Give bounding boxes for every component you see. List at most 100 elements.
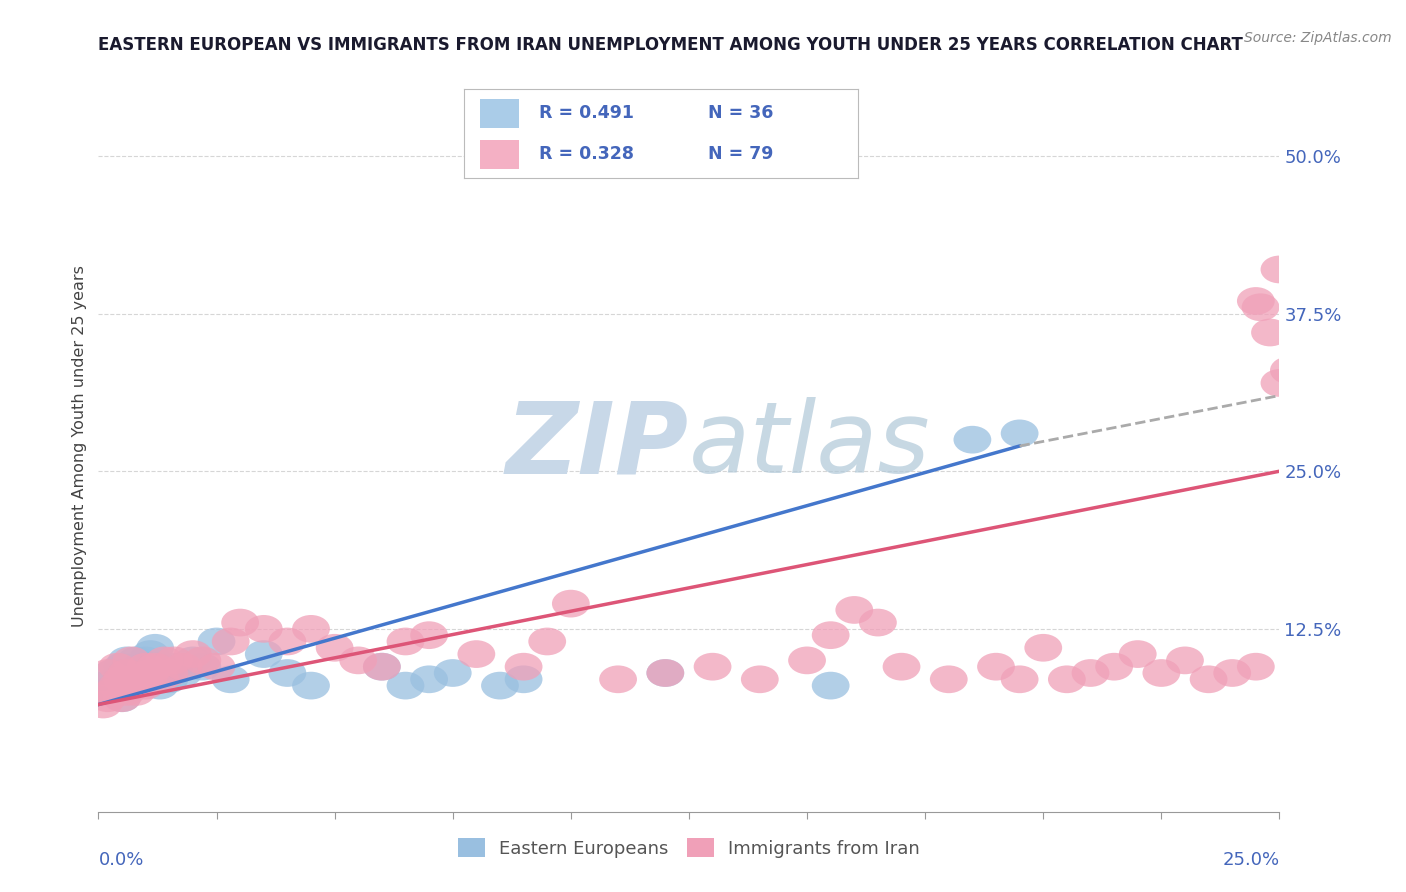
Ellipse shape bbox=[103, 684, 141, 712]
Ellipse shape bbox=[363, 653, 401, 681]
Ellipse shape bbox=[1261, 369, 1298, 397]
Ellipse shape bbox=[1270, 357, 1308, 384]
Ellipse shape bbox=[883, 653, 921, 681]
Ellipse shape bbox=[122, 665, 160, 693]
Ellipse shape bbox=[953, 425, 991, 453]
Ellipse shape bbox=[127, 647, 165, 674]
Bar bbox=[479, 140, 519, 169]
Ellipse shape bbox=[1402, 665, 1406, 693]
Ellipse shape bbox=[165, 653, 202, 681]
Ellipse shape bbox=[647, 659, 685, 687]
Ellipse shape bbox=[155, 647, 193, 674]
Y-axis label: Unemployment Among Youth under 25 years: Unemployment Among Youth under 25 years bbox=[72, 265, 87, 627]
Ellipse shape bbox=[1346, 665, 1384, 693]
Ellipse shape bbox=[1166, 647, 1204, 674]
Text: Source: ZipAtlas.com: Source: ZipAtlas.com bbox=[1244, 31, 1392, 45]
Ellipse shape bbox=[339, 647, 377, 674]
Ellipse shape bbox=[1189, 665, 1227, 693]
Ellipse shape bbox=[1393, 653, 1406, 681]
Ellipse shape bbox=[647, 659, 685, 687]
Ellipse shape bbox=[117, 647, 155, 674]
Ellipse shape bbox=[122, 653, 160, 681]
Ellipse shape bbox=[292, 615, 330, 643]
Text: N = 36: N = 36 bbox=[709, 104, 773, 122]
Ellipse shape bbox=[811, 672, 849, 699]
Ellipse shape bbox=[89, 684, 127, 712]
Ellipse shape bbox=[84, 672, 122, 699]
Ellipse shape bbox=[89, 659, 127, 687]
Ellipse shape bbox=[1379, 647, 1406, 674]
Ellipse shape bbox=[112, 659, 150, 687]
Ellipse shape bbox=[146, 647, 183, 674]
Ellipse shape bbox=[387, 672, 425, 699]
Ellipse shape bbox=[132, 659, 169, 687]
Ellipse shape bbox=[1237, 287, 1275, 315]
Ellipse shape bbox=[198, 653, 235, 681]
Ellipse shape bbox=[112, 647, 150, 674]
Ellipse shape bbox=[212, 665, 250, 693]
Ellipse shape bbox=[481, 672, 519, 699]
Ellipse shape bbox=[1284, 665, 1322, 693]
Ellipse shape bbox=[1001, 665, 1039, 693]
Ellipse shape bbox=[174, 640, 212, 668]
Ellipse shape bbox=[117, 678, 155, 706]
Ellipse shape bbox=[1298, 293, 1336, 321]
Ellipse shape bbox=[155, 653, 193, 681]
Ellipse shape bbox=[1237, 653, 1275, 681]
Ellipse shape bbox=[411, 665, 449, 693]
Ellipse shape bbox=[150, 659, 188, 687]
Ellipse shape bbox=[693, 653, 731, 681]
Ellipse shape bbox=[505, 665, 543, 693]
Ellipse shape bbox=[859, 608, 897, 636]
Ellipse shape bbox=[165, 659, 202, 687]
Ellipse shape bbox=[108, 647, 146, 674]
Ellipse shape bbox=[411, 622, 449, 649]
Ellipse shape bbox=[599, 665, 637, 693]
Ellipse shape bbox=[174, 647, 212, 674]
Ellipse shape bbox=[1143, 659, 1180, 687]
Text: N = 79: N = 79 bbox=[709, 145, 773, 163]
Ellipse shape bbox=[505, 653, 543, 681]
Ellipse shape bbox=[363, 653, 401, 681]
Ellipse shape bbox=[1119, 640, 1157, 668]
Text: ZIP: ZIP bbox=[506, 398, 689, 494]
Ellipse shape bbox=[1047, 665, 1085, 693]
Ellipse shape bbox=[198, 628, 235, 656]
Ellipse shape bbox=[94, 678, 132, 706]
Ellipse shape bbox=[316, 634, 353, 662]
Text: R = 0.328: R = 0.328 bbox=[538, 145, 634, 163]
Ellipse shape bbox=[811, 622, 849, 649]
Text: 0.0%: 0.0% bbox=[98, 851, 143, 869]
Text: EASTERN EUROPEAN VS IMMIGRANTS FROM IRAN UNEMPLOYMENT AMONG YOUTH UNDER 25 YEARS: EASTERN EUROPEAN VS IMMIGRANTS FROM IRAN… bbox=[98, 36, 1243, 54]
Ellipse shape bbox=[89, 678, 127, 706]
Ellipse shape bbox=[117, 665, 155, 693]
Ellipse shape bbox=[132, 640, 169, 668]
Ellipse shape bbox=[1364, 665, 1402, 693]
Ellipse shape bbox=[977, 653, 1015, 681]
Ellipse shape bbox=[94, 659, 132, 687]
Ellipse shape bbox=[553, 590, 589, 617]
Ellipse shape bbox=[1251, 318, 1289, 346]
Ellipse shape bbox=[212, 628, 250, 656]
Ellipse shape bbox=[84, 690, 122, 718]
Ellipse shape bbox=[387, 628, 425, 656]
Ellipse shape bbox=[929, 665, 967, 693]
Ellipse shape bbox=[292, 672, 330, 699]
Ellipse shape bbox=[245, 640, 283, 668]
Ellipse shape bbox=[1071, 659, 1109, 687]
Ellipse shape bbox=[108, 659, 146, 687]
Ellipse shape bbox=[103, 684, 141, 712]
Ellipse shape bbox=[1213, 659, 1251, 687]
Ellipse shape bbox=[141, 665, 179, 693]
Ellipse shape bbox=[141, 672, 179, 699]
Ellipse shape bbox=[183, 647, 221, 674]
Ellipse shape bbox=[1241, 293, 1279, 321]
Ellipse shape bbox=[835, 596, 873, 624]
Ellipse shape bbox=[529, 628, 567, 656]
Ellipse shape bbox=[1317, 659, 1355, 687]
Ellipse shape bbox=[1331, 653, 1369, 681]
Bar bbox=[479, 99, 519, 128]
Ellipse shape bbox=[1095, 653, 1133, 681]
Ellipse shape bbox=[112, 672, 150, 699]
Text: 25.0%: 25.0% bbox=[1222, 851, 1279, 869]
